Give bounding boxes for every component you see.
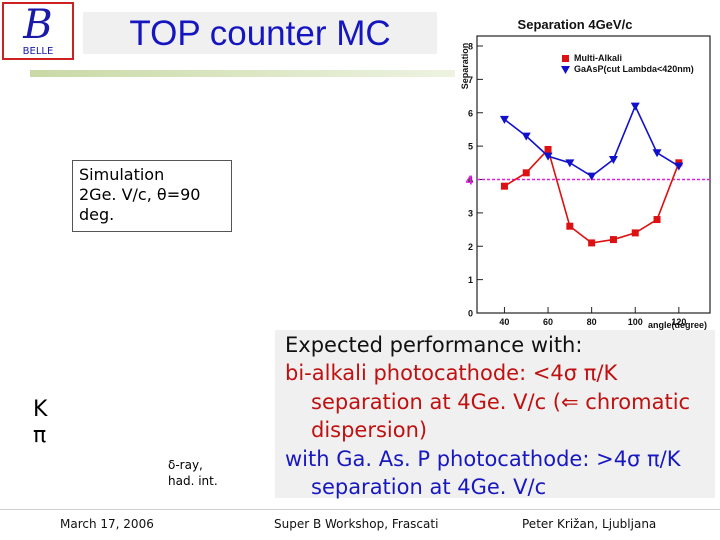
y-tick-label: 0 [468, 309, 473, 319]
gaasp-point [565, 159, 575, 168]
kaon-label: K [33, 397, 48, 422]
pion-label: π [33, 423, 47, 448]
chart-series [499, 102, 684, 247]
chart-xlabel: angle(degree) [648, 320, 707, 330]
multi-alkali-point [522, 169, 530, 177]
simulation-line-2: 2Ge. V/c, θ=90 [79, 185, 201, 204]
multi-alkali-point [631, 229, 639, 237]
legend-marker-multi-alkali [562, 55, 569, 62]
performance-line-2: bi-alkali photocathode: <4σ π/K [285, 361, 618, 385]
chart-title: Separation 4GeV/c [518, 17, 633, 32]
multi-alkali-point [588, 239, 596, 247]
performance-line-6: separation at 4Ge. V/c [311, 475, 547, 499]
performance-line-4: dispersion) [311, 418, 428, 442]
page-title: TOP counter MC [129, 14, 391, 53]
chart-ylabel: Separation [460, 43, 470, 90]
performance-line-3: separation at 4Ge. V/c (⇐ chromatic [311, 390, 691, 414]
logo-letter: B [22, 2, 52, 48]
performance-summary: Expected performance with: bi-alkali pho… [275, 330, 715, 499]
y-tick-label: 8 [468, 42, 473, 52]
title-divider [30, 70, 460, 77]
threshold-label: 4 [466, 173, 474, 188]
simulation-line-3: deg. [79, 205, 115, 224]
y-tick-label: 1 [468, 275, 473, 285]
x-tick-label: 120 [671, 317, 686, 327]
belle-logo: B BELLE [2, 2, 74, 60]
gaasp-point [521, 132, 531, 141]
hadronic-interaction-label: had. int. [168, 474, 218, 488]
multi-alkali-point [500, 182, 508, 190]
separation-chart: Separation 4GeV/c Separation angle(degre… [455, 8, 715, 333]
chart-axes: 0 1 2 3 4 5 6 7 8 40 60 80 100 120 [468, 35, 711, 327]
simulation-note: Simulation 2Ge. V/c, θ=90 deg. [72, 160, 232, 232]
gaasp-point [608, 155, 618, 164]
multi-alkali-point [566, 222, 574, 230]
chart-threshold: 4 [466, 173, 710, 188]
title-background [83, 12, 437, 54]
y-tick-label: 4 [468, 175, 473, 185]
y-tick-label: 5 [468, 142, 473, 152]
multi-alkali-point [544, 145, 552, 153]
gaasp-point [652, 149, 662, 158]
y-tick-label: 7 [468, 75, 473, 85]
multi-alkali-point [609, 236, 617, 244]
footer-divider [0, 509, 720, 510]
y-tick-label: 6 [468, 108, 473, 118]
x-tick-label: 80 [587, 317, 597, 327]
y-tick-label: 2 [468, 242, 473, 252]
multi-alkali-point [653, 216, 661, 224]
gaasp-point [630, 102, 640, 111]
footer-event: Super B Workshop, Frascati [274, 517, 439, 531]
legend-label-gaasp: GaAsP(cut Lambda<420nm) [574, 64, 694, 74]
performance-line-1: Expected performance with: [285, 333, 583, 357]
gaasp-point [587, 172, 597, 181]
x-tick-label: 40 [499, 317, 509, 327]
logo-text: BELLE [23, 46, 54, 57]
legend-marker-gaasp [561, 66, 570, 74]
legend-label-multi-alkali: Multi-Alkali [574, 53, 622, 63]
simulation-line-1: Simulation [79, 165, 165, 184]
footer-author: Peter Križan, Ljubljana [522, 517, 657, 531]
chart-frame [476, 35, 711, 314]
x-tick-label: 60 [543, 317, 553, 327]
delta-ray-label: δ-ray, [168, 458, 203, 472]
gaasp-point [543, 152, 553, 161]
y-tick-label: 3 [468, 208, 473, 218]
gaasp-point [674, 162, 684, 171]
x-tick-label: 100 [628, 317, 643, 327]
performance-line-5: with Ga. As. P photocathode: >4σ π/K [285, 447, 681, 471]
gaasp-point [499, 115, 509, 124]
footer-date: March 17, 2006 [60, 517, 154, 531]
